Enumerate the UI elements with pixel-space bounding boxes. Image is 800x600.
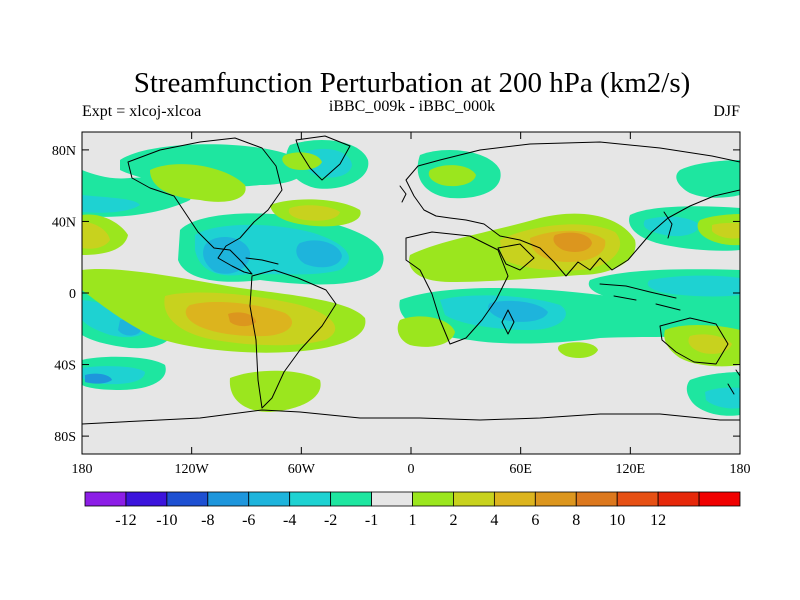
experiment-label: Expt = xlcoj-xlcoa xyxy=(82,103,201,120)
colorbar-swatch xyxy=(412,491,454,507)
coast-antarctica xyxy=(82,409,740,425)
contour-far-south-pacific-neg-inner xyxy=(705,387,740,409)
coast-greenland xyxy=(295,135,351,181)
coast-arabia xyxy=(497,243,535,271)
contour-south-atlantic-neg-core xyxy=(488,300,548,322)
colorbar: -12 -10 -8 -6 -4 -2 -1 1 2 4 6 8 10 12 xyxy=(84,491,741,529)
coastline-layer xyxy=(82,135,740,425)
coast-north-america xyxy=(127,137,283,275)
contour-atlantic-pos xyxy=(397,316,455,347)
contour-north-pacific-pos xyxy=(150,164,246,202)
colorbar-label: -6 xyxy=(242,512,255,529)
map-panel xyxy=(81,131,741,455)
colorbar-label: 4 xyxy=(490,512,498,529)
colorbar-swatch xyxy=(371,491,413,507)
coast-indonesia xyxy=(599,283,681,311)
colorbar-swatch xyxy=(616,491,659,507)
colorbar-label: -4 xyxy=(283,512,296,529)
contour-pacific-nw-neg-inner xyxy=(82,195,140,213)
latitude-axis: 80N 40N 0 40S 80S xyxy=(52,144,740,445)
lon-tick-label: 180 xyxy=(730,462,751,477)
colorbar-label: 8 xyxy=(572,512,580,529)
colorbar-label: -1 xyxy=(365,512,378,529)
contour-north-atlantic-pos-inner xyxy=(288,205,340,221)
lon-tick-label: 120W xyxy=(175,462,210,477)
colorbar-label: 1 xyxy=(409,512,417,529)
contour-far-north-pacific-neg xyxy=(676,160,740,198)
coast-europe-asia xyxy=(405,141,740,277)
lat-tick-label: 80S xyxy=(54,430,76,445)
map-title: Streamfunction Perturbation at 200 hPa (… xyxy=(134,67,691,99)
contour-fill-layer xyxy=(82,140,740,416)
colorbar-label: 12 xyxy=(650,512,666,529)
lat-tick-label: 80N xyxy=(52,144,76,159)
coast-australia xyxy=(659,317,729,365)
lat-tick-label: 40N xyxy=(52,215,76,230)
contour-south-indian-pos xyxy=(558,342,598,358)
longitude-axis: 180 120W 60W 0 60E 120E 180 xyxy=(72,132,751,477)
coast-british-isles xyxy=(399,185,407,203)
difference-label: iBBC_009k - iBBC_000k xyxy=(329,98,495,115)
contour-south-america-pos-peak xyxy=(228,312,256,327)
colorbar-swatch xyxy=(575,491,618,507)
lon-tick-label: 0 xyxy=(408,462,415,477)
coast-new-zealand xyxy=(727,369,740,395)
colorbar-swatch xyxy=(166,491,209,507)
colorbar-label: -2 xyxy=(324,512,337,529)
contour-tropical-pacific-neg-inner xyxy=(647,275,740,297)
contour-east-pacific-pos-inner xyxy=(712,222,740,239)
colorbar-swatch xyxy=(289,491,332,507)
contour-arctic-pos xyxy=(282,152,322,170)
colorbar-swatch xyxy=(657,491,700,507)
contour-west-pacific-pos-inner xyxy=(82,222,110,249)
colorbar-label: 6 xyxy=(531,512,539,529)
coast-madagascar xyxy=(501,309,515,335)
colorbar-swatch xyxy=(84,491,127,507)
contour-siberia-pos xyxy=(428,165,476,187)
contour-asia-pos-peak xyxy=(553,232,592,252)
colorbar-label: 2 xyxy=(449,512,457,529)
colorbar-swatch xyxy=(453,491,495,507)
colorbar-swatch xyxy=(125,491,168,507)
contour-americas-neg-core1 xyxy=(203,236,251,274)
lon-tick-label: 180 xyxy=(72,462,93,477)
colorbar-label: -12 xyxy=(115,512,136,529)
lon-tick-label: 60E xyxy=(509,462,532,477)
colorbar-label: -8 xyxy=(201,512,214,529)
contour-australia-pos-inner xyxy=(688,334,732,354)
colorbar-label: 10 xyxy=(609,512,625,529)
colorbar-swatch xyxy=(330,491,372,507)
contour-americas-neg-core2 xyxy=(296,240,342,268)
contour-southern-ocean-neg-core xyxy=(85,373,112,384)
lon-tick-label: 120E xyxy=(616,462,646,477)
coast-africa xyxy=(405,231,509,345)
lat-tick-label: 40S xyxy=(54,359,76,374)
colorbar-swatch xyxy=(493,491,536,507)
season-label: DJF xyxy=(713,103,740,120)
negative-contours xyxy=(82,140,740,416)
coast-south-america xyxy=(249,269,337,409)
positive-contours xyxy=(82,152,740,412)
coast-japan xyxy=(663,211,673,239)
coast-caribbean xyxy=(245,257,279,265)
colorbar-swatch xyxy=(534,491,577,507)
lat-tick-label: 0 xyxy=(69,287,76,302)
colorbar-swatch xyxy=(248,491,291,507)
colorbar-swatch xyxy=(698,491,741,507)
colorbar-swatch xyxy=(207,491,250,507)
colorbar-label: -10 xyxy=(156,512,177,529)
lon-tick-label: 60W xyxy=(288,462,316,477)
